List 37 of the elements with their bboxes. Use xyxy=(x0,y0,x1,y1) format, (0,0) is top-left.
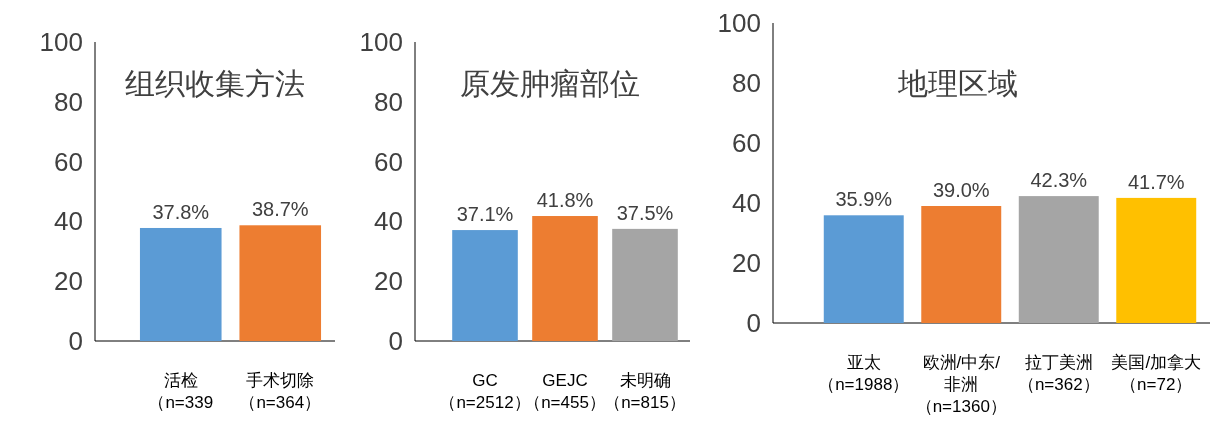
y-tick-label: 80 xyxy=(54,86,83,117)
x-tick-label: 未明确（n=815） xyxy=(604,371,686,412)
y-tick-label: 100 xyxy=(359,27,403,57)
text: 原发肿瘤部位 xyxy=(460,67,640,100)
data-label: 35.9% xyxy=(835,188,893,211)
y-tick-label: 20 xyxy=(374,266,403,297)
data-label: 37.8% xyxy=(152,200,210,223)
y-tick-label: 40 xyxy=(54,206,83,237)
x-tick-label: 拉丁美洲（n=362） xyxy=(1017,353,1100,394)
y-tick-label: 20 xyxy=(732,248,761,278)
y-tick-label: 0 xyxy=(68,326,83,356)
y-tick-label: 80 xyxy=(732,68,761,98)
y-tick-label: 60 xyxy=(54,146,83,177)
text: 组织收集方法 xyxy=(125,67,305,100)
data-label: 37.1% xyxy=(456,203,514,226)
x-tick-label: 欧洲/中东/非洲（n=1360） xyxy=(915,353,1007,416)
y-tick-label: 60 xyxy=(374,146,403,177)
x-tick-label: 美国/加拿大（n=72） xyxy=(1111,353,1202,394)
y-tick-label: 0 xyxy=(388,326,403,356)
x-tick-label: 亚太（n=1988） xyxy=(818,353,910,394)
data-label: 37.5% xyxy=(616,201,674,224)
x-tick-label: 活检（n=339 xyxy=(148,371,214,412)
data-label: 41.7% xyxy=(1127,170,1185,193)
data-label: 42.3% xyxy=(1030,169,1088,192)
y-tick-label: 60 xyxy=(732,128,761,158)
y-tick-label: 100 xyxy=(717,8,761,38)
y-tick-label: 40 xyxy=(374,206,403,237)
y-tick-label: 0 xyxy=(746,308,761,338)
data-label: 41.8% xyxy=(536,189,594,212)
y-tick-label: 20 xyxy=(54,266,83,297)
y-tick-label: 100 xyxy=(39,27,83,57)
data-label: 39.0% xyxy=(932,179,990,201)
y-tick-label: 40 xyxy=(732,188,761,218)
data-label: 38.7% xyxy=(251,198,309,221)
y-tick-label: 80 xyxy=(374,86,403,117)
x-tick-label: 手术切除（n=364） xyxy=(239,371,322,412)
text: 地理区域 xyxy=(897,67,1018,100)
